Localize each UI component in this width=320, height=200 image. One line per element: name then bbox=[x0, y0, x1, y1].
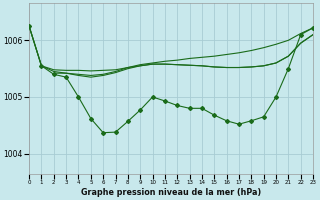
X-axis label: Graphe pression niveau de la mer (hPa): Graphe pression niveau de la mer (hPa) bbox=[81, 188, 261, 197]
